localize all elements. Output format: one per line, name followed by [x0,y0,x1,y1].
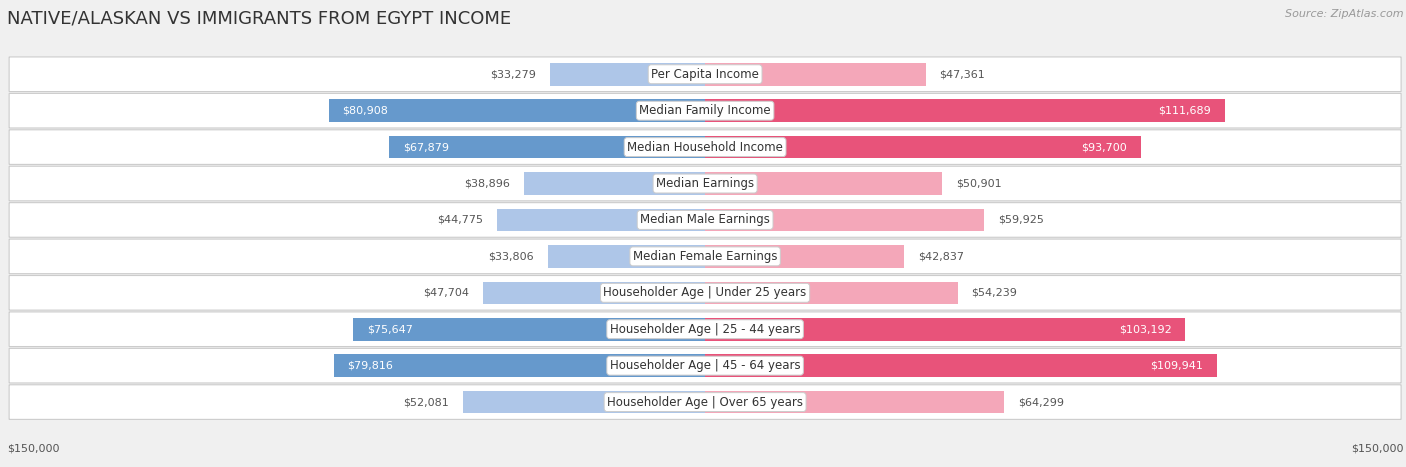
Text: $33,279: $33,279 [491,69,536,79]
Text: Householder Age | 25 - 44 years: Householder Age | 25 - 44 years [610,323,800,336]
Bar [333,354,706,377]
Bar [706,136,1142,158]
Bar [548,245,706,268]
Text: Median Male Earnings: Median Male Earnings [640,213,770,226]
Text: $103,192: $103,192 [1119,324,1171,334]
Text: $150,000: $150,000 [1351,444,1403,454]
FancyBboxPatch shape [8,93,1402,128]
Text: $33,806: $33,806 [488,251,534,262]
Text: Householder Age | Under 25 years: Householder Age | Under 25 years [603,286,807,299]
Text: $93,700: $93,700 [1081,142,1128,152]
Text: $64,299: $64,299 [1018,397,1064,407]
Text: $111,689: $111,689 [1159,106,1211,116]
Bar [706,282,957,304]
Bar [706,318,1185,340]
Text: Median Earnings: Median Earnings [657,177,754,190]
FancyBboxPatch shape [8,312,1402,347]
FancyBboxPatch shape [8,348,1402,383]
Bar [706,391,1004,413]
Bar [484,282,706,304]
Bar [353,318,706,340]
Bar [496,209,706,231]
Text: $59,925: $59,925 [998,215,1043,225]
Text: $38,896: $38,896 [464,178,510,189]
Text: $79,816: $79,816 [347,361,394,371]
Bar [550,63,706,85]
Bar [706,172,942,195]
FancyBboxPatch shape [8,203,1402,237]
Bar [389,136,706,158]
Text: Median Female Earnings: Median Female Earnings [633,250,778,263]
Text: $44,775: $44,775 [437,215,482,225]
FancyBboxPatch shape [8,276,1402,310]
Bar [706,209,984,231]
Text: $75,647: $75,647 [367,324,413,334]
Text: $67,879: $67,879 [404,142,449,152]
Text: $42,837: $42,837 [918,251,965,262]
Bar [706,354,1216,377]
Text: $109,941: $109,941 [1150,361,1202,371]
Text: $52,081: $52,081 [404,397,449,407]
Bar [463,391,706,413]
Text: $50,901: $50,901 [956,178,1001,189]
Bar [706,245,904,268]
Text: Householder Age | 45 - 64 years: Householder Age | 45 - 64 years [610,359,800,372]
FancyBboxPatch shape [8,57,1402,92]
Text: $47,704: $47,704 [423,288,470,298]
FancyBboxPatch shape [8,166,1402,201]
Text: Source: ZipAtlas.com: Source: ZipAtlas.com [1285,9,1403,19]
Text: Median Family Income: Median Family Income [640,104,770,117]
Text: NATIVE/ALASKAN VS IMMIGRANTS FROM EGYPT INCOME: NATIVE/ALASKAN VS IMMIGRANTS FROM EGYPT … [7,9,512,28]
FancyBboxPatch shape [8,385,1402,419]
FancyBboxPatch shape [8,130,1402,164]
FancyBboxPatch shape [8,239,1402,274]
Bar [706,63,925,85]
Bar [329,99,706,122]
Bar [524,172,706,195]
Text: $54,239: $54,239 [972,288,1018,298]
Text: $150,000: $150,000 [7,444,59,454]
Text: Median Household Income: Median Household Income [627,141,783,154]
Bar [706,99,1225,122]
Text: $80,908: $80,908 [343,106,388,116]
Text: $47,361: $47,361 [939,69,986,79]
Text: Householder Age | Over 65 years: Householder Age | Over 65 years [607,396,803,409]
Text: Per Capita Income: Per Capita Income [651,68,759,81]
